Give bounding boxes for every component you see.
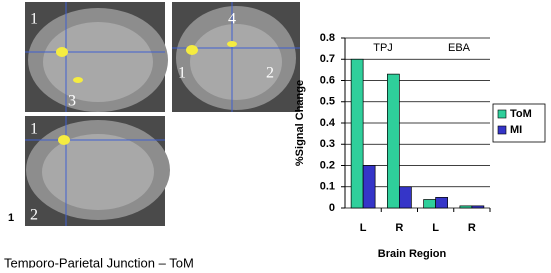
figure: 1 4 3 1 2 1 2 1 Temporo-Parietal Junctio… bbox=[0, 0, 551, 268]
legend-swatch bbox=[498, 110, 506, 118]
legend-swatch bbox=[498, 126, 506, 134]
bar bbox=[363, 166, 375, 209]
brain-image bbox=[25, 116, 170, 226]
bar bbox=[387, 74, 399, 208]
image-label: 4 bbox=[228, 11, 236, 28]
page: 1 4 3 1 2 1 2 1 Temporo-Parietal Junctio… bbox=[0, 0, 551, 268]
y-tick-label: 0.5 bbox=[320, 96, 335, 108]
bar bbox=[399, 187, 411, 208]
x-tick-label: L bbox=[360, 222, 367, 234]
x-tick-label: R bbox=[395, 222, 403, 234]
y-tick-label: 0.7 bbox=[320, 53, 335, 65]
y-tick-label: 0 bbox=[329, 202, 335, 214]
y-axis-label: %Signal Change bbox=[294, 80, 306, 166]
y-tick-label: 0.4 bbox=[320, 117, 336, 129]
y-tick-label: 0.1 bbox=[320, 181, 335, 193]
x-axis-label: Brain Region bbox=[378, 248, 447, 260]
y-tick-label: 0.6 bbox=[320, 74, 335, 86]
bar bbox=[436, 197, 448, 208]
brain-image bbox=[25, 2, 168, 112]
image-label: 2 bbox=[266, 65, 274, 82]
caption: Temporo-Parietal Junction – ToM bbox=[4, 255, 194, 268]
bar bbox=[351, 59, 363, 208]
group-label: EBA bbox=[448, 42, 471, 54]
image-label: 3 bbox=[68, 93, 76, 110]
bar bbox=[472, 206, 484, 208]
image-label: 1 bbox=[30, 121, 38, 138]
image-label: 2 bbox=[30, 207, 38, 224]
y-tick-label: 0.3 bbox=[320, 138, 335, 150]
y-tick-label: 0.2 bbox=[320, 159, 335, 171]
group-label: TPJ bbox=[373, 42, 393, 54]
legend-label: ToM bbox=[510, 108, 532, 120]
bar bbox=[460, 206, 472, 208]
figure-number: 1 bbox=[8, 212, 14, 224]
bar bbox=[424, 200, 436, 209]
x-tick-label: L bbox=[432, 222, 439, 234]
legend-label: MI bbox=[510, 124, 522, 136]
image-label: 1 bbox=[30, 11, 38, 28]
x-tick-label: R bbox=[468, 222, 476, 234]
y-tick-label: 0.8 bbox=[320, 32, 335, 44]
brain-image bbox=[172, 2, 300, 112]
image-label: 1 bbox=[178, 65, 186, 82]
